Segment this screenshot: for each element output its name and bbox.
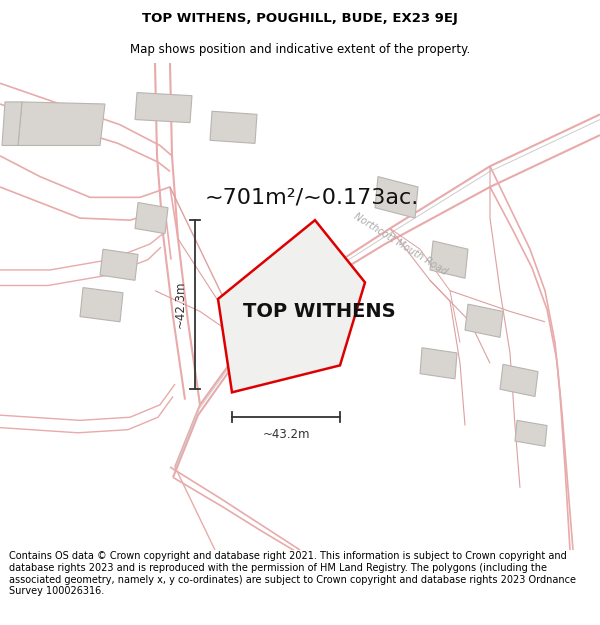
Text: TOP WITHENS, POUGHILL, BUDE, EX23 9EJ: TOP WITHENS, POUGHILL, BUDE, EX23 9EJ (142, 12, 458, 25)
Polygon shape (80, 288, 123, 322)
Polygon shape (218, 220, 365, 392)
Polygon shape (500, 364, 538, 396)
Polygon shape (135, 202, 168, 234)
Text: ~42.3m: ~42.3m (174, 281, 187, 329)
Text: ~43.2m: ~43.2m (262, 428, 310, 441)
Text: Northcott Mouth Road: Northcott Mouth Road (352, 211, 448, 277)
Text: Map shows position and indicative extent of the property.: Map shows position and indicative extent… (130, 44, 470, 56)
Text: TOP WITHENS: TOP WITHENS (242, 302, 395, 321)
Polygon shape (210, 111, 257, 143)
Polygon shape (515, 421, 547, 446)
Polygon shape (465, 304, 503, 338)
Polygon shape (2, 102, 22, 146)
Polygon shape (430, 241, 468, 278)
Polygon shape (135, 92, 192, 123)
Text: Contains OS data © Crown copyright and database right 2021. This information is : Contains OS data © Crown copyright and d… (9, 551, 576, 596)
Polygon shape (18, 102, 105, 146)
Polygon shape (375, 177, 418, 218)
Text: ~701m²/~0.173ac.: ~701m²/~0.173ac. (205, 188, 419, 208)
Polygon shape (420, 348, 457, 379)
Polygon shape (100, 249, 138, 281)
